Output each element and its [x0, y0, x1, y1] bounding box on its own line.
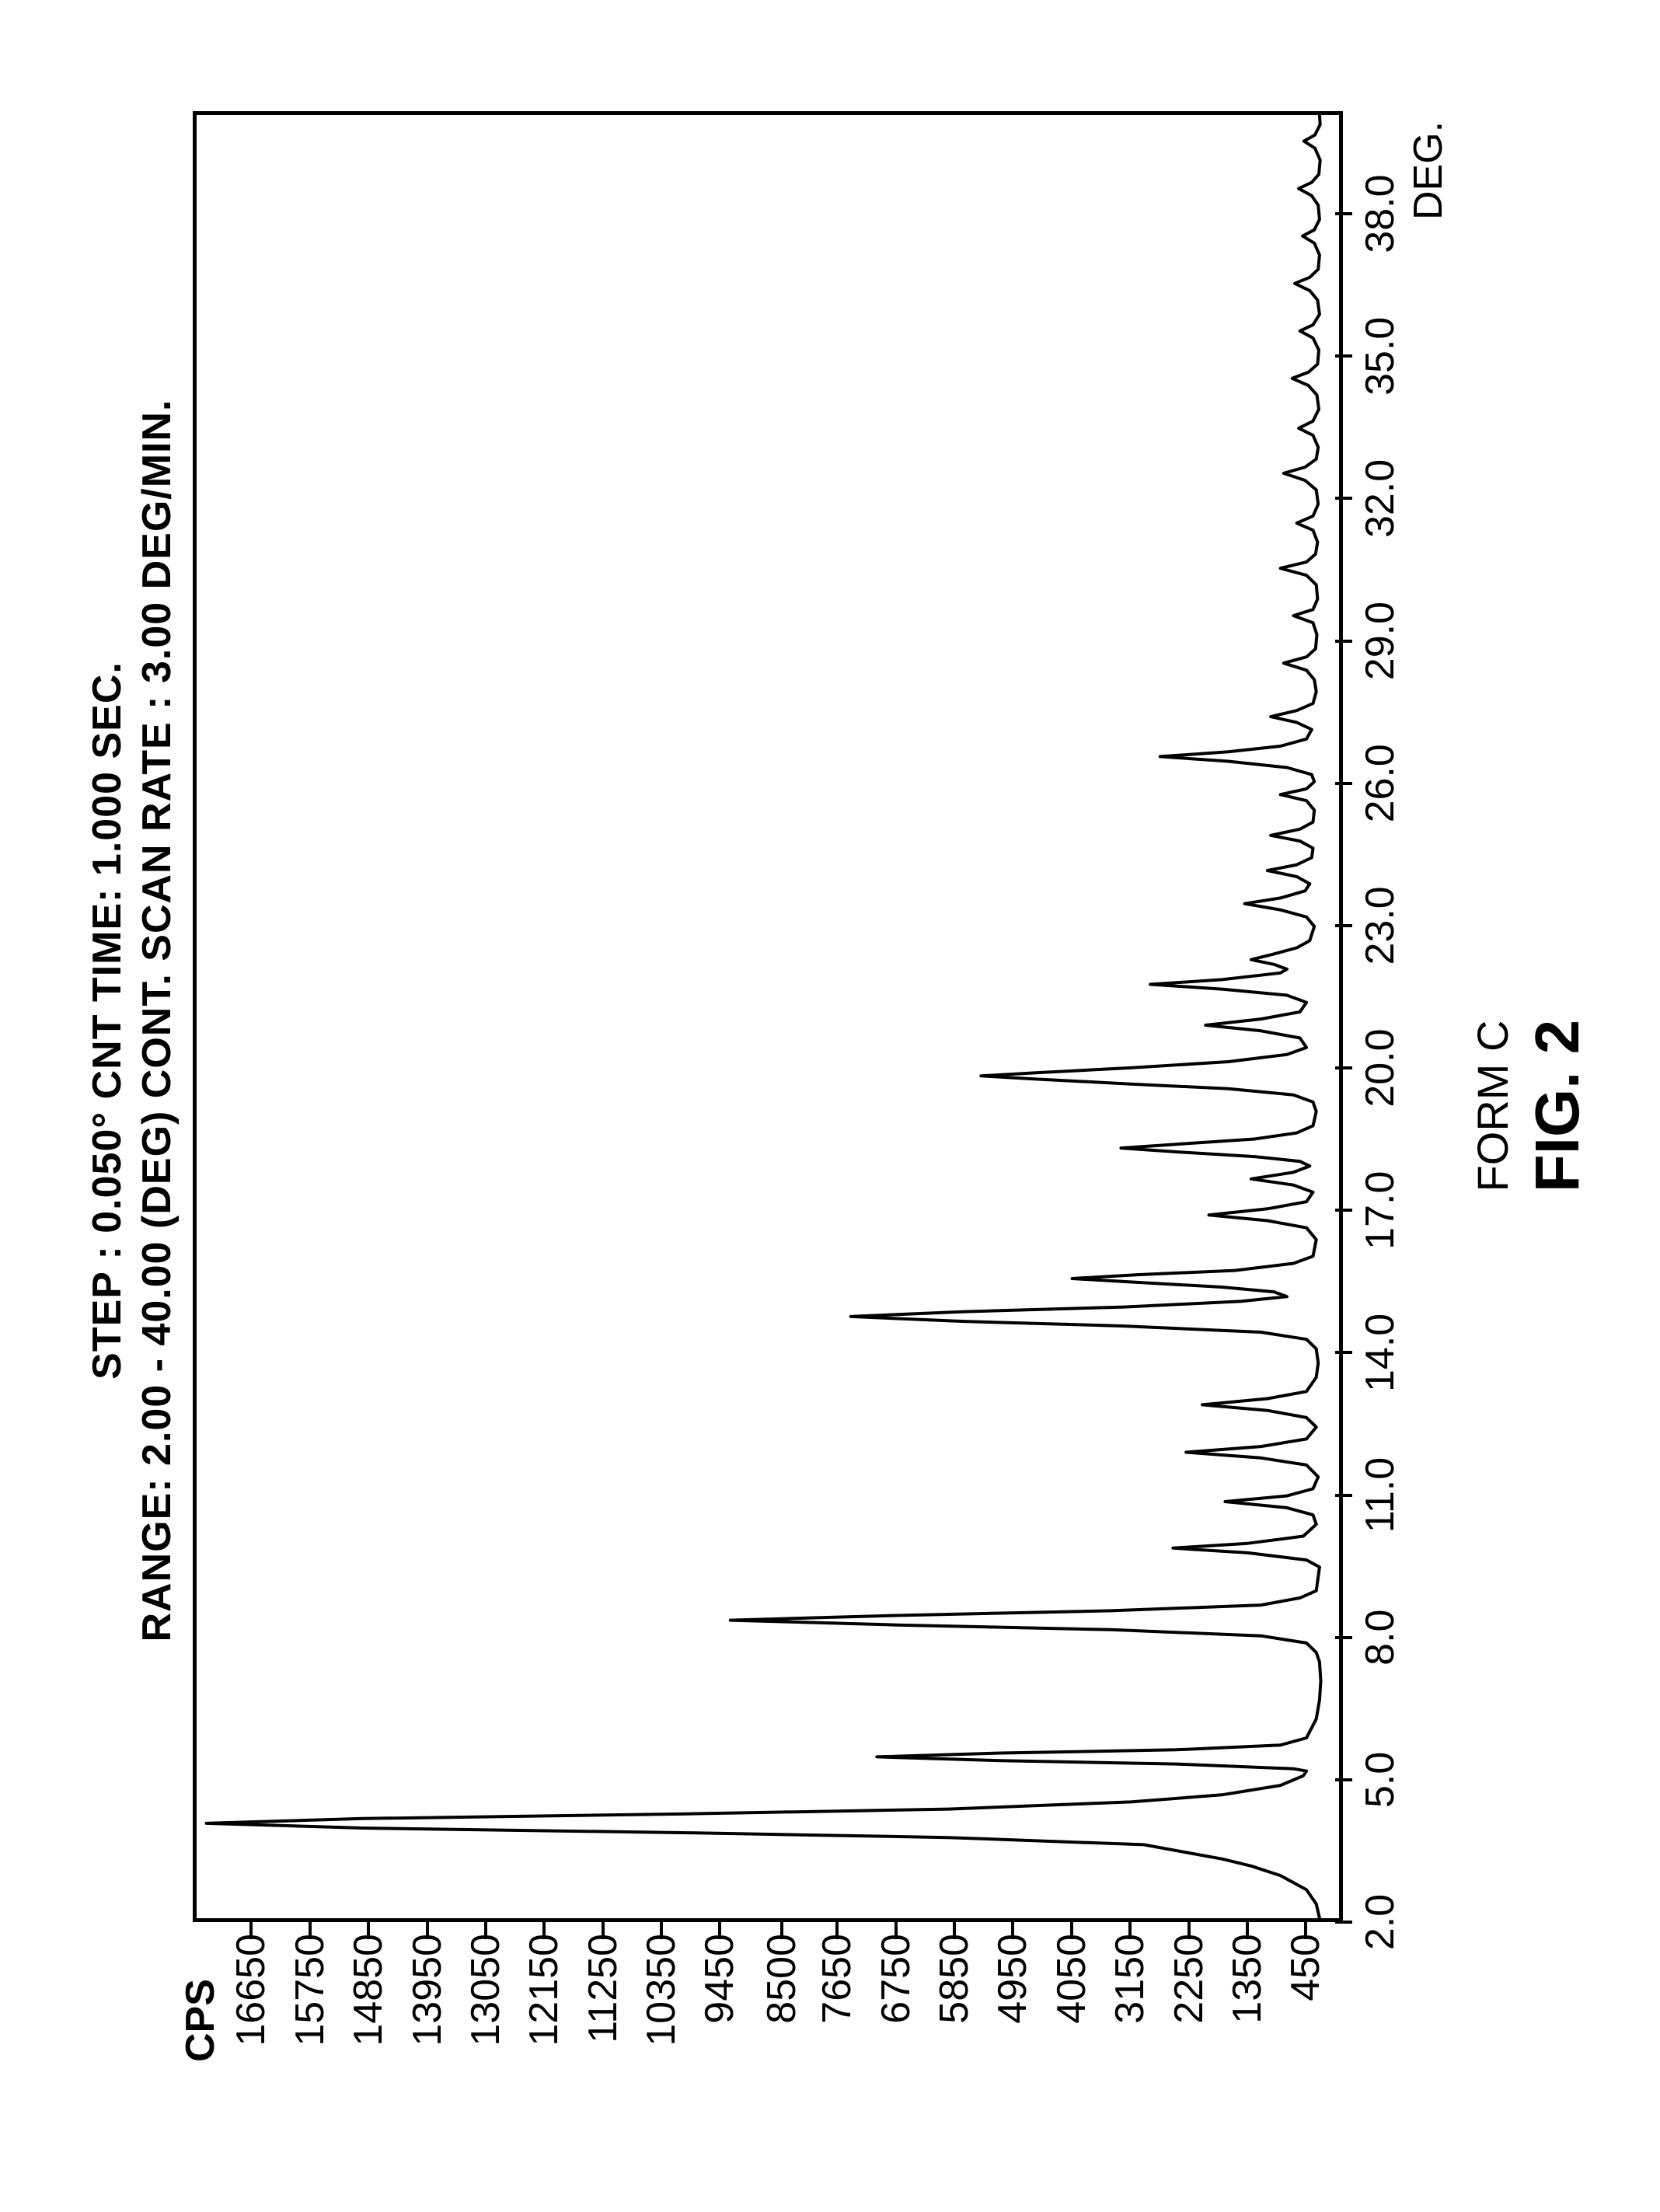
y-tick-label: 4050 [1048, 1934, 1095, 2155]
header-line-1: STEP : 0.050° CNT TIME: 1.000 SEC. [84, 119, 131, 1922]
y-tick-mark [953, 1922, 956, 1939]
y-tick-label: 13950 [404, 1934, 451, 2155]
y-tick-label: 14850 [345, 1934, 392, 2155]
y-tick-mark [1304, 1922, 1307, 1939]
y-tick-mark [426, 1922, 429, 1939]
y-tick-label: 4950 [989, 1934, 1036, 2155]
x-tick-label: 38.0 [1357, 175, 1404, 253]
plot-area [193, 111, 1343, 1922]
x-tick-mark [1335, 212, 1352, 215]
chart-header: STEP : 0.050° CNT TIME: 1.000 SEC. RANGE… [84, 119, 180, 1922]
x-tick-mark [1335, 1494, 1352, 1497]
y-tick-mark [602, 1922, 605, 1939]
x-axis-unit: DEG. [1405, 121, 1452, 220]
x-tick-mark [1335, 640, 1352, 643]
figure-rotated-wrapper: STEP : 0.050° CNT TIME: 1.000 SEC. RANGE… [61, 57, 1599, 2155]
x-tick-label: 2.0 [1357, 1894, 1404, 1950]
x-tick-label: 35.0 [1357, 317, 1404, 396]
y-tick-label: 6750 [873, 1934, 919, 2155]
x-tick-mark [1335, 1921, 1352, 1924]
y-axis-label: CPS [177, 1979, 224, 2062]
y-tick-mark [1011, 1922, 1014, 1939]
y-tick-mark [1070, 1922, 1073, 1939]
x-tick-mark [1335, 497, 1352, 500]
xrd-trace [197, 115, 1339, 1918]
y-tick-label: 13050 [462, 1934, 509, 2155]
y-tick-label: 15750 [287, 1934, 333, 2155]
x-tick-mark [1335, 354, 1352, 358]
y-tick-mark [1128, 1922, 1132, 1939]
y-tick-label: 11250 [580, 1934, 626, 2155]
x-tick-mark [1335, 782, 1352, 785]
x-tick-mark [1335, 1636, 1352, 1639]
y-tick-mark [1187, 1922, 1191, 1939]
x-tick-mark [1335, 924, 1352, 927]
x-tick-mark [1335, 1066, 1352, 1069]
y-tick-label: 450 [1282, 1934, 1329, 2155]
figure-label: FIG. 2 [1522, 57, 1593, 2155]
y-tick-label: 7650 [814, 1934, 860, 2155]
x-tick-label: 29.0 [1357, 602, 1404, 680]
y-tick-mark [895, 1922, 898, 1939]
page: STEP : 0.050° CNT TIME: 1.000 SEC. RANGE… [0, 0, 1660, 2212]
chart-caption: FORM C [1467, 57, 1518, 2155]
y-tick-mark [484, 1922, 487, 1939]
y-tick-label: 3150 [1107, 1934, 1153, 2155]
y-tick-mark [309, 1922, 312, 1939]
y-tick-mark [367, 1922, 370, 1939]
y-tick-label: 10350 [638, 1934, 685, 2155]
y-tick-label: 5850 [931, 1934, 978, 2155]
y-tick-label: 1350 [1224, 1934, 1271, 2155]
y-tick-mark [542, 1922, 546, 1939]
x-tick-label: 14.0 [1357, 1314, 1404, 1392]
header-line-2: RANGE: 2.00 - 40.00 (DEG) CONT. SCAN RAT… [134, 119, 180, 1922]
x-tick-label: 17.0 [1357, 1171, 1404, 1250]
x-tick-label: 26.0 [1357, 744, 1404, 822]
x-tick-label: 11.0 [1357, 1457, 1404, 1533]
x-tick-label: 32.0 [1357, 459, 1404, 538]
x-tick-mark [1335, 1209, 1352, 1212]
x-tick-label: 8.0 [1357, 1610, 1404, 1666]
x-tick-label: 20.0 [1357, 1028, 1404, 1107]
y-tick-mark [660, 1922, 663, 1939]
x-tick-mark [1335, 1351, 1352, 1354]
y-tick-label: 9450 [696, 1934, 743, 2155]
y-tick-mark [249, 1922, 253, 1939]
y-tick-mark [718, 1922, 721, 1939]
y-tick-label: 8500 [759, 1934, 805, 2155]
y-tick-label: 12150 [521, 1934, 567, 2155]
x-tick-label: 5.0 [1357, 1752, 1404, 1808]
y-tick-mark [835, 1922, 839, 1939]
y-tick-label: 16650 [228, 1934, 274, 2155]
y-tick-label: 2250 [1166, 1934, 1212, 2155]
y-tick-mark [1246, 1922, 1249, 1939]
y-tick-mark [780, 1922, 783, 1939]
x-tick-mark [1335, 1778, 1352, 1781]
x-tick-label: 23.0 [1357, 886, 1404, 965]
